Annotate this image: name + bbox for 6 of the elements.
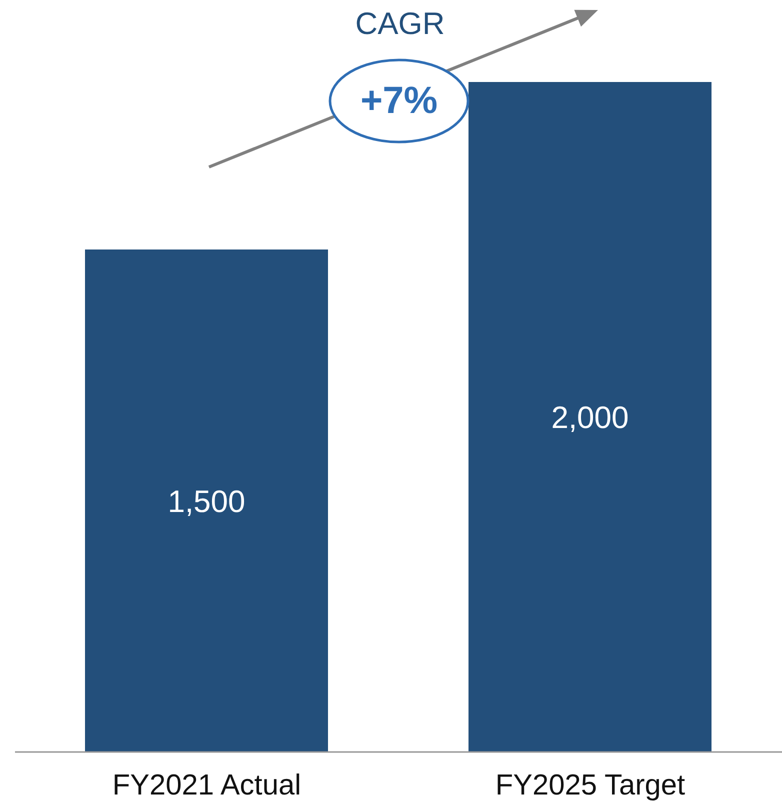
data-label: 1,500 [168, 484, 246, 519]
x-tick-label: FY2021 Actual [112, 770, 302, 802]
x-tick-label: FY2025 Target [495, 770, 686, 802]
data-label: 2,000 [551, 400, 629, 436]
text: CAGR [354, 6, 446, 42]
annotation: +7% [359, 80, 439, 123]
